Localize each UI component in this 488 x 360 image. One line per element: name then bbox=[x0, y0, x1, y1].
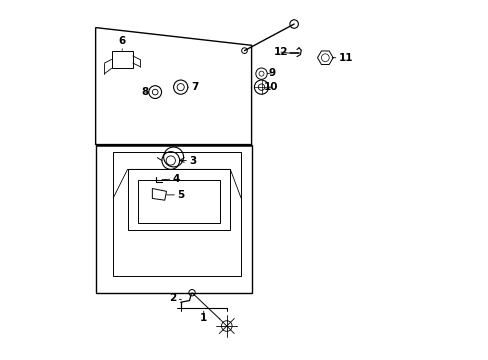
Text: 9: 9 bbox=[267, 68, 275, 78]
Text: 12: 12 bbox=[273, 47, 288, 57]
Text: 7: 7 bbox=[188, 82, 198, 92]
Text: 1: 1 bbox=[200, 311, 207, 323]
Text: 8: 8 bbox=[142, 87, 148, 97]
Text: 6: 6 bbox=[119, 36, 125, 50]
Text: 5: 5 bbox=[166, 190, 184, 200]
Text: 3: 3 bbox=[180, 156, 196, 166]
Text: 11: 11 bbox=[333, 53, 352, 63]
Text: 10: 10 bbox=[264, 82, 278, 92]
Text: 2: 2 bbox=[169, 293, 181, 303]
Text: 4: 4 bbox=[162, 174, 180, 184]
